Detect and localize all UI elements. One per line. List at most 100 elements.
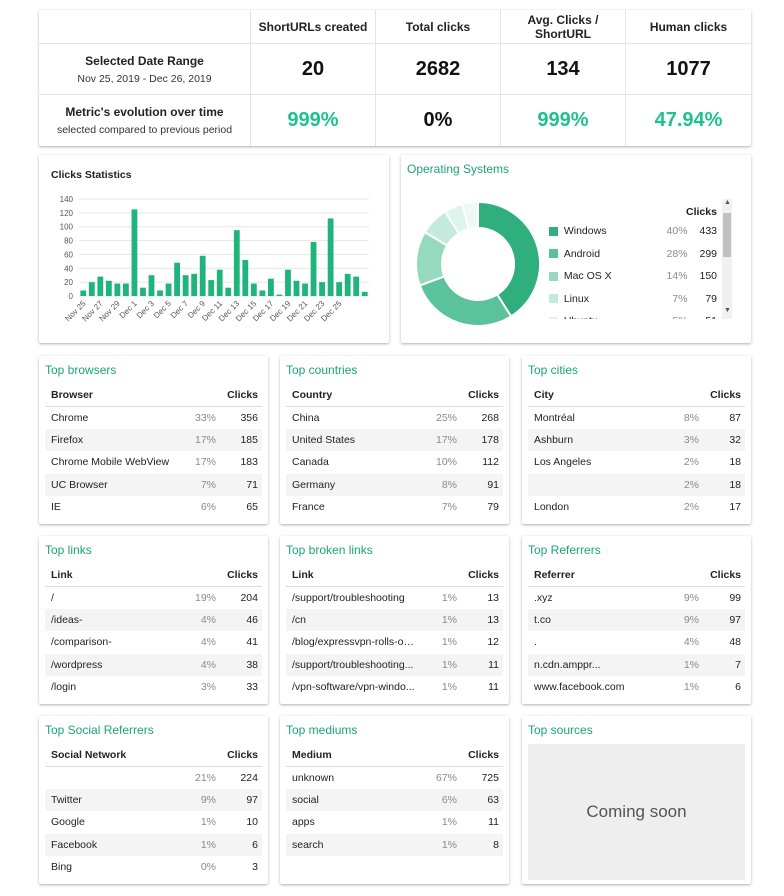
bar[interactable] xyxy=(285,269,291,296)
bar[interactable] xyxy=(131,209,138,296)
os-legend-item[interactable]: Ubuntu5%51 xyxy=(549,315,717,319)
row-label: /wordpress xyxy=(45,653,176,676)
table-row[interactable]: .xyz 9% 99 xyxy=(528,586,745,609)
table-row[interactable]: /blog/expressvpn-rolls-ou... 1% 12 xyxy=(286,631,503,654)
bar[interactable] xyxy=(157,290,163,296)
table-row[interactable]: search 1% 8 xyxy=(286,833,503,856)
table-row[interactable]: Chrome 33% 356 xyxy=(45,406,262,429)
bar[interactable] xyxy=(114,283,121,296)
table-row[interactable]: Los Angeles 2% 18 xyxy=(528,451,745,474)
table-row[interactable]: France 7% 79 xyxy=(286,496,503,519)
table-row[interactable]: /comparison- 4% 41 xyxy=(45,631,262,654)
table-row[interactable]: Firefox 17% 185 xyxy=(45,428,262,451)
bar[interactable] xyxy=(242,259,249,296)
table-row[interactable]: /cn 1% 13 xyxy=(286,608,503,631)
table-row[interactable]: Twitter 9% 97 xyxy=(45,788,262,811)
row-percent: 17% xyxy=(194,456,216,469)
table-row[interactable]: London 2% 17 xyxy=(528,496,745,519)
bar[interactable] xyxy=(344,273,351,296)
table-row[interactable]: /support/troubleshooting 1% 13 xyxy=(286,586,503,609)
bar[interactable] xyxy=(319,282,325,296)
bar[interactable] xyxy=(216,269,223,296)
row-label: .xyz xyxy=(534,591,553,604)
table-row[interactable]: Google 1% 10 xyxy=(45,811,262,834)
table-row[interactable]: Ashburn 3% 32 xyxy=(528,428,745,451)
table-row[interactable]: www.facebook.com 1% 6 xyxy=(528,676,745,699)
bar[interactable] xyxy=(259,290,266,296)
legend-label: Android xyxy=(563,247,601,260)
bar[interactable] xyxy=(148,275,155,296)
bar[interactable] xyxy=(165,283,172,296)
table-row[interactable]: /ideas- 4% 46 xyxy=(45,608,262,631)
table-row[interactable]: n.cdn.amppr... 1% 7 xyxy=(528,653,745,676)
table-row[interactable]: t.co 9% 97 xyxy=(528,608,745,631)
table-row[interactable]: Germany 8% 91 xyxy=(286,473,503,496)
table-row[interactable]: /login 3% 33 xyxy=(45,676,262,699)
row-value: 65 xyxy=(246,501,258,514)
card-title: Top links xyxy=(45,543,92,557)
bar[interactable] xyxy=(182,275,189,296)
table-row[interactable]: China 25% 268 xyxy=(286,406,503,429)
bar[interactable] xyxy=(361,291,368,296)
scrollbar-thumb[interactable] xyxy=(723,213,731,257)
bar[interactable] xyxy=(199,255,206,296)
bar[interactable] xyxy=(276,294,283,296)
bar[interactable] xyxy=(268,278,274,296)
os-clicks-header: Clicks xyxy=(686,206,717,218)
bar[interactable] xyxy=(310,241,317,296)
table-row[interactable]: /wordpress 4% 38 xyxy=(45,653,262,676)
table-row[interactable]: Bing 0% 3 xyxy=(45,856,262,879)
table-row[interactable]: 21% 224 xyxy=(45,766,262,789)
table-row[interactable]: /support/troubleshooting... 1% 11 xyxy=(286,653,503,676)
scroll-down-icon[interactable]: ▼ xyxy=(724,307,731,314)
table-row[interactable]: United States 17% 178 xyxy=(286,428,503,451)
table-row[interactable]: social 6% 63 xyxy=(286,788,503,811)
bar[interactable] xyxy=(293,280,300,296)
table-row[interactable]: Chrome Mobile WebView 17% 183 xyxy=(45,451,262,474)
bar[interactable] xyxy=(105,280,112,296)
os-legend-item[interactable]: Mac OS X 14% 150 xyxy=(549,270,717,282)
bar[interactable] xyxy=(336,282,343,296)
donut-slice[interactable] xyxy=(477,200,541,318)
top-social-referrers-card: Top Social Referrers Social Network Click… xyxy=(39,716,268,884)
table-row[interactable]: / 19% 204 xyxy=(45,586,262,609)
table-header-row: Browser Clicks xyxy=(45,384,262,407)
table-row[interactable]: apps 1% 11 xyxy=(286,811,503,834)
row-label: Canada xyxy=(292,456,329,469)
scroll-up-icon[interactable]: ▲ xyxy=(724,199,731,206)
bar[interactable] xyxy=(353,276,360,296)
bar[interactable] xyxy=(208,280,215,296)
legend-swatch xyxy=(549,316,558,319)
table-row[interactable]: 2% 18 xyxy=(528,473,745,496)
row-percent: 9% xyxy=(176,788,216,811)
bar[interactable] xyxy=(174,262,180,296)
row-label: /comparison- xyxy=(51,636,112,649)
bar[interactable] xyxy=(97,276,104,296)
bar[interactable] xyxy=(225,287,232,296)
bar[interactable] xyxy=(327,218,334,296)
bar[interactable] xyxy=(80,290,87,296)
bar[interactable] xyxy=(88,282,95,296)
bar[interactable] xyxy=(233,230,240,296)
row-percent: 2% xyxy=(659,473,699,496)
table-row[interactable]: . 4% 48 xyxy=(528,631,745,654)
donut-slice[interactable] xyxy=(461,200,479,231)
table-row[interactable]: IE 6% 65 xyxy=(45,496,262,519)
table-row[interactable]: /vpn-software/vpn-windo... 1% 11 xyxy=(286,676,503,699)
table-row[interactable]: Canada 10% 112 xyxy=(286,451,503,474)
bar[interactable] xyxy=(191,273,198,296)
card-title: Top broken links xyxy=(286,543,373,557)
os-scrollbar[interactable]: ▲ ▼ xyxy=(722,199,732,319)
table-row[interactable]: Facebook 1% 6 xyxy=(45,833,262,856)
table-row[interactable]: UC Browser 7% 71 xyxy=(45,473,262,496)
os-legend-item[interactable]: Windows 40% 433 xyxy=(549,225,717,237)
bar[interactable] xyxy=(123,283,129,296)
bar[interactable] xyxy=(250,283,257,296)
os-legend-item[interactable]: Linux 7% 79 xyxy=(549,293,717,305)
bar[interactable] xyxy=(140,287,146,296)
table-row[interactable]: unknown 67% 725 xyxy=(286,766,503,789)
os-legend-item[interactable]: Android 28% 299 xyxy=(549,248,717,260)
row-percent: 1% xyxy=(659,653,699,676)
bar[interactable] xyxy=(302,283,308,296)
table-row[interactable]: Montréal 8% 87 xyxy=(528,406,745,429)
